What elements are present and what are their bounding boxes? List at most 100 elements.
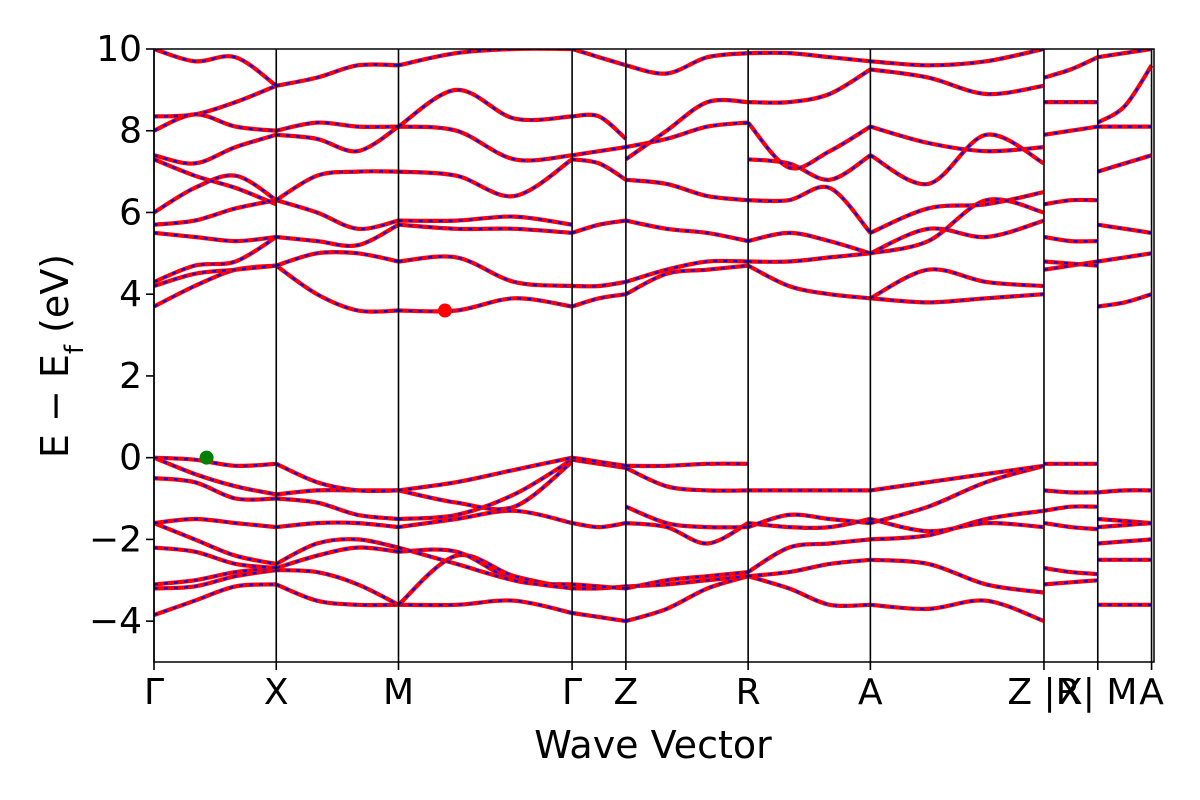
y-tick-label: 8 [119,111,142,152]
band-line-spin-up [625,98,749,161]
band-line-spin-down [1097,537,1152,546]
band-line-spin-down [870,463,1045,493]
band-line-spin-up [747,558,871,578]
band-line-spin-down [624,263,749,297]
band-line-spin-up [397,553,573,606]
band-line-spin-down [398,214,573,227]
band-line-spin-up [625,178,749,202]
band-line-spin-up [398,509,573,529]
band-line-spin-down [748,67,872,105]
band-line-spin-up [154,522,277,565]
band-line-spin-up [870,509,1045,541]
band-line-spin-down [275,249,399,268]
band-line-spin-up [275,538,399,565]
band-line-spin-down [747,263,871,301]
y-axis-title: E − Ef (eV) [33,254,90,458]
band-line-spin-down [398,598,573,616]
band-line-spin-up [870,517,1045,533]
band-line-spin-up [747,538,871,574]
band-line-spin-up [870,599,1045,623]
band-line-spin-down [571,218,627,235]
band-line-spin-up [275,250,399,267]
band-line-spin-down [1097,222,1152,235]
band-line-spin-up [154,568,277,590]
band-line-spin-up [747,121,871,170]
band-line-spin-up [275,121,399,132]
band-line-spin-down [625,465,749,493]
band-line-spin-down [275,169,399,202]
band-line-spin-down [571,145,627,158]
band-line-spin-down [398,254,573,289]
band-line-spin-up [275,63,399,87]
band-line-spin-down [1097,292,1153,309]
band-line-spin-up [747,231,871,255]
band-line-spin-up [398,255,573,288]
band-line-spin-down [870,292,1045,305]
plot-frame [153,48,1155,663]
band-line-spin-up [748,252,871,263]
band-line-spin-down [1097,521,1152,530]
band-line-spin-down [625,51,749,76]
band-line-spin-down [747,574,871,609]
band-line-spin-down [1097,49,1152,60]
band-line-spin-up [625,575,749,588]
band-line-spin-down [1043,578,1098,587]
x-axis-title: Wave Vector [534,723,772,767]
y-tick-label: 6 [119,192,142,233]
y-tick-label: 4 [119,274,142,315]
x-tick-label: Z |R [1007,672,1080,713]
band-line-spin-up [154,174,277,214]
band-line-spin-down [624,97,749,162]
band-line-spin-down [625,120,749,150]
band-line-spin-up [1043,56,1099,79]
y-tick-label: 0 [119,438,142,479]
band-line-spin-down [398,296,573,314]
band-line-spin-up [1097,64,1153,124]
band-line-spin-up [275,170,399,202]
band-line-spin-down [154,198,277,227]
band-line-spin-up [154,158,277,206]
band-line-spin-up [625,219,749,243]
band-line-spin-up [625,522,749,545]
band-line-spin-up [276,488,399,496]
y-tick-label: 2 [119,356,142,397]
band-line-spin-up [869,219,1045,255]
band-line-spin-down [1043,197,1098,207]
band-line-spin-up [154,517,277,529]
band-line-spin-up [747,154,871,181]
band-line-spin-up [398,546,573,590]
band-line-spin-up [275,264,399,313]
y-axis-title-unit: (eV) [33,254,77,345]
x-tick-label: R [736,672,761,713]
band-line-spin-up [398,460,573,511]
band-line-spin-down [1043,521,1098,532]
band-line-spin-up [625,575,749,623]
band-line-spin-down [1097,153,1153,174]
band-line-spin-up [154,133,277,165]
band-line-spin-down [1096,64,1154,125]
band-line-spin-down [154,132,277,166]
cbm-marker [437,303,452,318]
band-line-spin-down [625,504,749,530]
x-tick-label: Z [614,672,639,713]
band-line-spin-down [571,582,627,591]
band-line-spin-up [154,84,277,118]
band-line-spin-down [398,124,573,163]
band-line-spin-down [748,184,873,235]
band-line-spin-down [398,157,574,199]
band-line-spin-up [154,113,277,132]
y-tick-label: −2 [89,519,142,560]
y-tick-label: −4 [89,601,142,642]
vbm-marker [199,450,214,465]
band-line-spin-up [625,571,749,590]
band-line-spin-up [748,51,871,63]
band-line-spin-up [275,546,399,570]
band-line-spin-down [397,552,573,607]
x-tick-label: A [858,672,883,713]
band-line-spin-down [870,49,1045,68]
band-line-spin-up [625,462,749,468]
band-line-spin-down [571,610,627,624]
band-line-spin-down [276,567,400,607]
band-line-spin-down [1097,251,1152,264]
band-line-spin-up [748,185,872,234]
